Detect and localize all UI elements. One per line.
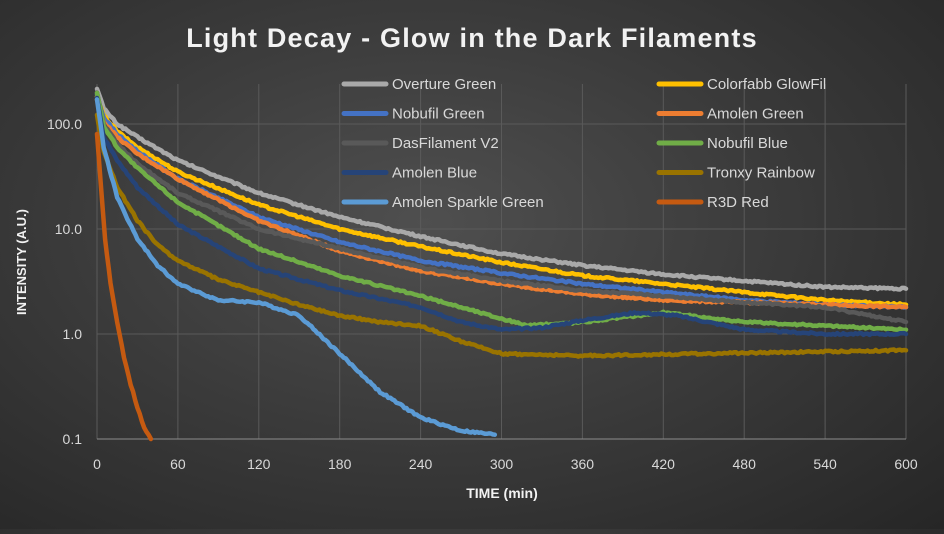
legend-item-nobufil-blue: Nobufil Blue: [656, 135, 788, 152]
y-tick-label: 1.0: [63, 326, 83, 342]
legend-item-amolen-green: Amolen Green: [656, 106, 804, 123]
legend-item-dasfilament-v2: DasFilament V2: [341, 135, 499, 152]
series-line-nobufil-blue: [94, 90, 909, 333]
series-line-r3d-red: [94, 131, 154, 442]
series-lines: [94, 86, 909, 442]
y-tick-label: 100.0: [47, 116, 82, 132]
x-tick-label: 420: [652, 456, 676, 472]
legend-item-r3d-red: R3D Red: [656, 194, 769, 211]
x-tick-label: 180: [328, 456, 352, 472]
tick-labels: 0 60 120 180 240 300 360 420 480 540 600 0.1 1.0 10.0…: [47, 116, 918, 472]
legend-label: Nobufil Blue: [707, 135, 788, 152]
x-tick-label: 120: [247, 456, 271, 472]
x-tick-label: 300: [490, 456, 514, 472]
series-line-overture-green: [94, 86, 909, 292]
y-tick-label: 10.0: [55, 221, 82, 237]
legend-item-amolen-sparkle-green: Amolen Sparkle Green: [341, 194, 544, 211]
x-axis-label: TIME (min): [466, 485, 538, 501]
series-line-tronxy-rainbow: [94, 112, 909, 359]
legend-item-colorfabb-glowfil: Colorfabb GlowFil: [656, 76, 826, 93]
legend-item-amolen-blue: Amolen Blue: [341, 165, 477, 182]
legend-item-nobufil-green: Nobufil Green: [341, 106, 485, 123]
legend-label: Overture Green: [392, 76, 496, 93]
legend-label: Colorfabb GlowFil: [707, 76, 826, 93]
legend-label: R3D Red: [707, 194, 769, 211]
legend: Overture Green Colorfabb GlowFil Nobufil G…: [341, 76, 826, 211]
y-tick-label: 0.1: [63, 431, 83, 447]
y-axis-label: INTENSITY (A.U.): [14, 209, 29, 315]
series-line-colorfabb-glowfil: [94, 94, 909, 307]
x-tick-label: 540: [813, 456, 837, 472]
x-tick-label: 600: [894, 456, 918, 472]
legend-label: Amolen Sparkle Green: [392, 194, 544, 211]
series-line-dasfilament-v2: [94, 90, 909, 325]
legend-label: Nobufil Green: [392, 106, 485, 123]
x-tick-label: 60: [170, 456, 186, 472]
legend-label: DasFilament V2: [392, 135, 499, 152]
x-tick-label: 0: [93, 456, 101, 472]
legend-label: Amolen Blue: [392, 165, 477, 182]
legend-item-overture-green: Overture Green: [341, 76, 496, 93]
x-tick-label: 480: [733, 456, 757, 472]
series-line-amolen-blue: [94, 95, 909, 338]
series-line-amolen-sparkle-green: [94, 97, 498, 437]
x-tick-label: 360: [571, 456, 595, 472]
legend-label: Amolen Green: [707, 106, 804, 123]
legend-item-tronxy-rainbow: Tronxy Rainbow: [656, 165, 815, 182]
chart-title: Light Decay - Glow in the Dark Filaments: [186, 23, 758, 53]
x-tick-label: 240: [409, 456, 433, 472]
legend-label: Tronxy Rainbow: [707, 165, 815, 182]
